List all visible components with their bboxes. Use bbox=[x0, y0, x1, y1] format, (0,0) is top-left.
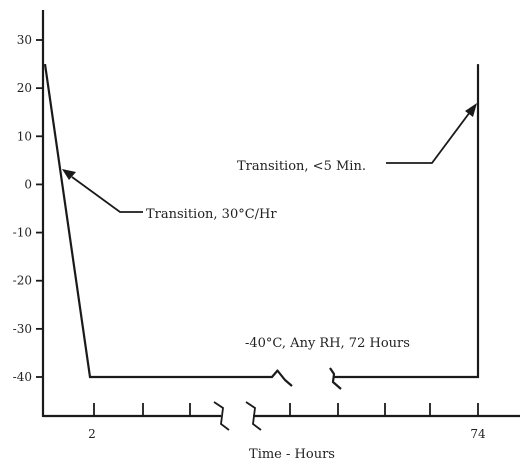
x-axis-break-mark bbox=[213, 401, 230, 431]
temperature-profile-line bbox=[43, 63, 480, 390]
x-tick-label: 2 bbox=[88, 427, 96, 441]
y-tick-label: 0 bbox=[24, 177, 32, 191]
y-tick-label: 10 bbox=[17, 129, 32, 143]
y-tick-label: -40 bbox=[13, 370, 32, 384]
x-axis-tick-labels: 2 74 bbox=[88, 427, 486, 441]
y-tick-label: 20 bbox=[17, 81, 32, 95]
y-axis-ticks: 30 20 10 0 -10 -20 -30 -40 bbox=[13, 33, 43, 384]
annotation-soak-phase: -40°C, Any RH, 72 Hours bbox=[245, 336, 410, 351]
annotation-cooling-transition: Transition, 30°C/Hr bbox=[146, 207, 277, 222]
y-tick-label: 30 bbox=[17, 33, 32, 47]
x-tick-label: 74 bbox=[470, 427, 486, 441]
annotation-heating-transition: Transition, <5 Min. bbox=[237, 159, 366, 174]
annotation-arrowhead-heating bbox=[465, 103, 477, 117]
annotation-arrow-heating bbox=[386, 111, 471, 164]
y-tick-label: -30 bbox=[13, 322, 32, 336]
annotation-arrow-cooling bbox=[71, 176, 143, 213]
annotation-arrowhead-cooling bbox=[62, 169, 76, 180]
y-tick-label: -20 bbox=[13, 274, 32, 288]
y-tick-label: -10 bbox=[13, 226, 32, 240]
x-axis-title: Time - Hours bbox=[249, 447, 335, 461]
